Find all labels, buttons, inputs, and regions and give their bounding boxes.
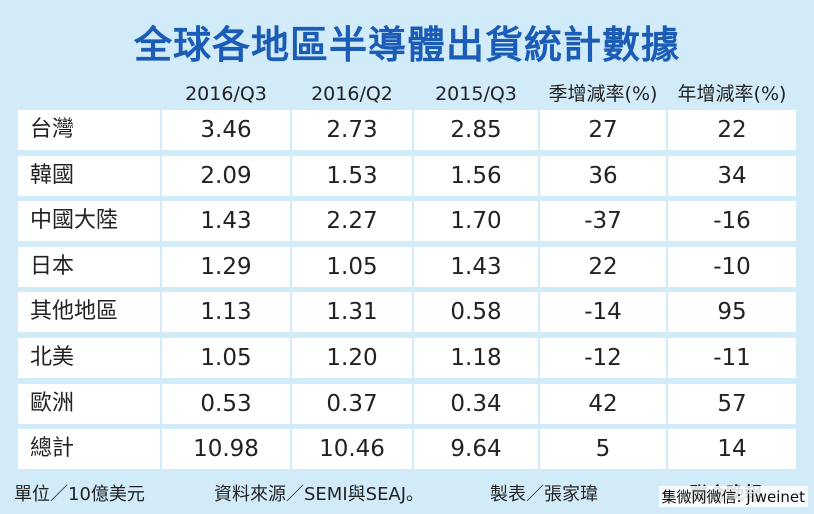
cell: 34: [668, 155, 796, 196]
cell: 1.70: [414, 201, 538, 242]
column-header: 2016/Q2: [311, 83, 393, 105]
cell: 0.37: [292, 383, 412, 424]
cell: 22: [668, 110, 796, 150]
cell: 57: [668, 383, 796, 424]
cell: 10.98: [162, 429, 290, 470]
cell: 1.31: [292, 292, 412, 333]
row-label: 其他地區: [18, 292, 160, 333]
unit: 單位／10億美元: [14, 484, 145, 505]
cell: -12: [540, 338, 666, 378]
cell: 2.85: [414, 110, 538, 150]
cell: 1.05: [292, 246, 412, 287]
row-label: 北美: [18, 338, 160, 378]
column-header: 2015/Q3: [435, 83, 517, 105]
row-label: 韓國: [18, 155, 160, 196]
column-header: 年增減率(%): [677, 83, 787, 105]
column-header: 季增減率(%): [548, 83, 658, 105]
cell: 5: [540, 429, 666, 470]
cell: 0.58: [414, 292, 538, 333]
cell: 22: [540, 246, 666, 287]
cell: 1.05: [162, 338, 290, 378]
row-label: 台灣: [18, 110, 160, 150]
row-label: 總計: [18, 429, 160, 470]
cell: -14: [540, 292, 666, 333]
title: 全球各地區半導體出貨統計數據: [133, 23, 680, 67]
cell: 2.27: [292, 201, 412, 242]
cell: 2.73: [292, 110, 412, 150]
cell: 1.13: [162, 292, 290, 333]
cell: -11: [668, 338, 796, 378]
cell: 1.53: [292, 155, 412, 196]
cell: 27: [540, 110, 666, 150]
author: 製表／張家瑋: [490, 484, 598, 505]
row-label: 歐洲: [18, 383, 160, 424]
cell: 1.43: [162, 201, 290, 242]
cell: -10: [668, 246, 796, 287]
cell: 2.09: [162, 155, 290, 196]
cell: -16: [668, 201, 796, 242]
cell: 36: [540, 155, 666, 196]
column-header: 2016/Q3: [185, 83, 267, 105]
cell: 1.29: [162, 246, 290, 287]
cell: 1.18: [414, 338, 538, 378]
watermark: 集微网微信: jiweinet: [658, 486, 808, 507]
cell: 3.46: [162, 110, 290, 150]
cell: 0.53: [162, 383, 290, 424]
cell: 1.20: [292, 338, 412, 378]
cell: 10.46: [292, 429, 412, 470]
cell: -37: [540, 201, 666, 242]
cell: 1.43: [414, 246, 538, 287]
cell: 1.56: [414, 155, 538, 196]
cell: 42: [540, 383, 666, 424]
cell: 9.64: [414, 429, 538, 470]
row-label: 日本: [18, 246, 160, 287]
row-label: 中國大陸: [18, 201, 160, 242]
cell: 14: [668, 429, 796, 470]
source: 資料來源／SEMI與SEAJ。: [214, 484, 425, 505]
cell: 0.34: [414, 383, 538, 424]
cell: 95: [668, 292, 796, 333]
